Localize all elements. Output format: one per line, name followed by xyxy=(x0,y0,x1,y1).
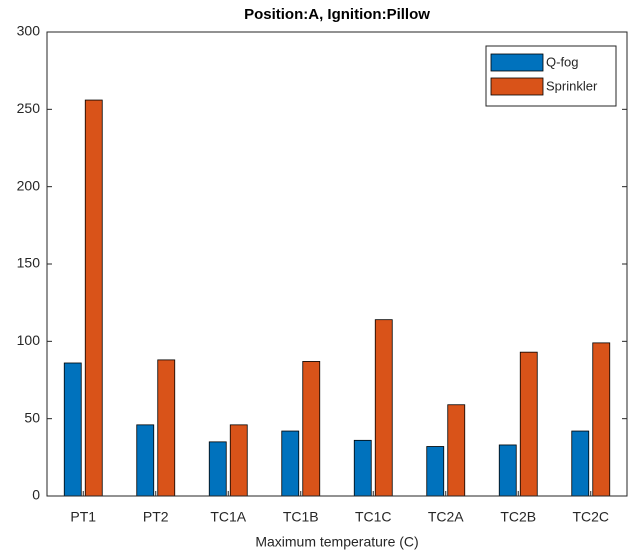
legend-label: Sprinkler xyxy=(546,78,598,93)
bar xyxy=(571,430,590,497)
x-tick-label: TC2C xyxy=(572,509,609,525)
x-tick-label: TC1B xyxy=(283,509,319,525)
bar xyxy=(592,342,611,497)
legend-swatch xyxy=(490,77,544,96)
x-tick-label: TC2B xyxy=(500,509,536,525)
y-tick-label: 0 xyxy=(32,487,40,503)
y-tick-label: 150 xyxy=(17,255,41,271)
x-tick-label: TC2A xyxy=(428,509,464,525)
y-tick-label: 100 xyxy=(17,332,41,348)
chart-title: Position:A, Ignition:Pillow xyxy=(244,6,430,23)
bar xyxy=(426,446,445,497)
bar xyxy=(498,444,517,497)
x-axis-label: Maximum temperature (C) xyxy=(255,534,418,550)
bar xyxy=(208,441,227,497)
y-tick-label: 200 xyxy=(17,177,41,193)
legend-swatch xyxy=(490,53,544,72)
bar xyxy=(374,319,393,497)
x-tick-label: PT2 xyxy=(143,509,169,525)
plot-frame xyxy=(46,31,628,497)
y-tick-label: 50 xyxy=(24,409,40,425)
bar xyxy=(157,359,176,497)
legend-label: Q-fog xyxy=(546,54,579,69)
bar xyxy=(281,430,300,497)
x-tick-label: TC1A xyxy=(210,509,246,525)
y-tick-label: 300 xyxy=(17,23,41,39)
bar xyxy=(136,424,155,497)
x-tick-label: TC1C xyxy=(355,509,392,525)
bar xyxy=(353,439,372,497)
bar xyxy=(302,361,321,497)
bar xyxy=(229,424,248,497)
bar xyxy=(63,362,82,497)
bar xyxy=(84,99,103,497)
bar xyxy=(519,351,538,497)
x-tick-label: PT1 xyxy=(70,509,96,525)
bar xyxy=(447,404,466,497)
y-tick-label: 250 xyxy=(17,100,41,116)
